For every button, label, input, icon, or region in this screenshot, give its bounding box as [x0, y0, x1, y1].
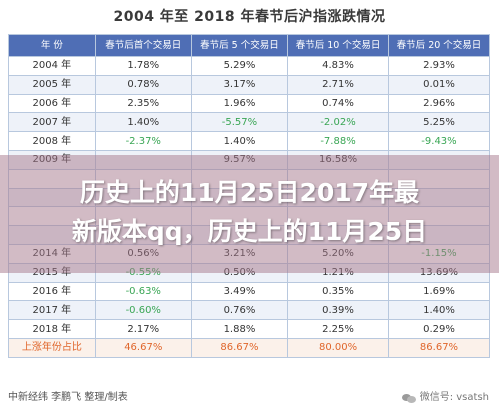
cell-d1: 2.17% [94, 319, 192, 339]
header-day1: 春节后首个交易日 [94, 34, 192, 57]
cell-d5: -5.57% [190, 112, 289, 133]
watermark-text: 微信号: vsatsh [419, 392, 489, 403]
cell-d20: 1.40% [388, 300, 490, 321]
cell-d5: 5.29% [190, 56, 289, 76]
overlay-banner [0, 155, 499, 273]
header-day5: 春节后 5 个交易日 [190, 34, 289, 57]
cell-d1: -0.63% [94, 281, 192, 302]
cell-d5: 1.88% [190, 319, 289, 339]
table-row: 2016 年 -0.63% 3.49% 0.35% 1.69% [8, 281, 490, 302]
cell-d5: 1.40% [190, 131, 289, 151]
cell-d1: 1.78% [94, 56, 192, 76]
source-credit: 中新经纬 李鹏飞 整理/制表 [8, 392, 128, 403]
cell-year: 2008 年 [8, 131, 96, 151]
cell-d10: -7.88% [287, 131, 389, 151]
cell-year: 2017 年 [8, 300, 96, 321]
cell-d10: -2.02% [287, 112, 389, 133]
cell-d5: 1.96% [190, 93, 289, 114]
cell-d10: 0.35% [287, 281, 389, 302]
header-year: 年 份 [8, 34, 96, 57]
cell-d1: 2.35% [94, 93, 192, 114]
cell-d10: 2.25% [287, 319, 389, 339]
banner-line-1: 历史上的11月25日2017年最 [79, 178, 420, 207]
cell-year: 2005 年 [8, 74, 96, 95]
cell-d20: 2.96% [388, 93, 490, 114]
cell-d20: 1.69% [388, 281, 490, 302]
cell-d20: 2.93% [388, 56, 490, 76]
cell-d20: -9.43% [388, 131, 490, 151]
cell-summary-d1: 46.67% [94, 337, 192, 358]
banner-line-2: 新版本qq，历史上的11月25日 [71, 217, 428, 246]
cell-d10: 4.83% [287, 56, 389, 76]
cell-summary-d5: 86.67% [190, 337, 289, 358]
cell-d20: 0.29% [388, 319, 490, 339]
cell-d1: 1.40% [94, 112, 192, 133]
table-row: 2004 年 1.78% 5.29% 4.83% 2.93% [8, 56, 490, 76]
table-title: 2004 年至 2018 年春节后沪指涨跌情况 [113, 9, 386, 25]
cell-d10: 0.74% [287, 93, 389, 114]
table-row: 2008 年 -2.37% 1.40% -7.88% -9.43% [8, 131, 490, 151]
cell-year: 2006 年 [8, 93, 96, 114]
summary-row: 上涨年份占比 46.67% 86.67% 80.00% 86.67% [8, 337, 490, 358]
cell-d1: -0.60% [94, 300, 192, 321]
cell-d10: 0.39% [287, 300, 389, 321]
cell-d1: -2.37% [94, 131, 192, 151]
table-row: 2006 年 2.35% 1.96% 0.74% 2.96% [8, 93, 490, 114]
cell-summary-d20: 86.67% [388, 337, 490, 358]
cell-year: 2004 年 [8, 56, 96, 76]
cell-d1: 0.78% [94, 74, 192, 95]
cell-year: 2018 年 [8, 319, 96, 339]
cell-year: 2007 年 [8, 112, 96, 133]
table-row: 2007 年 1.40% -5.57% -2.02% 5.25% [8, 112, 490, 133]
table-row: 2017 年 -0.60% 0.76% 0.39% 1.40% [8, 300, 490, 321]
header-day20: 春节后 20 个交易日 [388, 34, 490, 57]
cell-d5: 0.76% [190, 300, 289, 321]
cell-d20: 5.25% [388, 112, 490, 133]
cell-d5: 3.17% [190, 74, 289, 95]
cell-summary-label: 上涨年份占比 [8, 337, 96, 358]
wechat-icon [401, 393, 416, 404]
table-row: 2005 年 0.78% 3.17% 2.71% 0.01% [8, 74, 490, 95]
header-row: 年 份 春节后首个交易日 春节后 5 个交易日 春节后 10 个交易日 春节后 … [8, 34, 490, 57]
cell-d20: 0.01% [388, 74, 490, 95]
cell-d10: 2.71% [287, 74, 389, 95]
cell-summary-d10: 80.00% [287, 337, 389, 358]
cell-d5: 3.49% [190, 281, 289, 302]
wechat-watermark: 微信号: vsatsh [401, 389, 489, 407]
cell-year: 2016 年 [8, 281, 96, 302]
header-day10: 春节后 10 个交易日 [287, 34, 389, 57]
table-row: 2018 年 2.17% 1.88% 2.25% 0.29% [8, 319, 490, 339]
